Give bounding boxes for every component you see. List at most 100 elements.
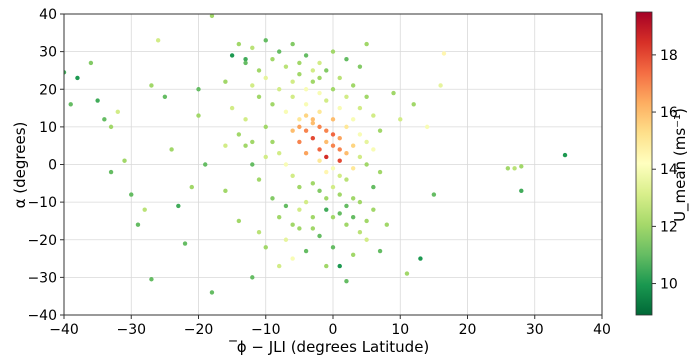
- scatter-point: [122, 158, 127, 163]
- scatter-point: [162, 94, 168, 99]
- scatter-point: [350, 214, 356, 220]
- scatter-point: [229, 105, 235, 111]
- scatter-point: [196, 113, 201, 118]
- scatter-point: [404, 271, 410, 276]
- scatter-point: [243, 143, 248, 148]
- scatter-point: [317, 109, 322, 115]
- y-axis-ticks: −40 −30 −20 −10 0 10 20 30 40: [27, 7, 64, 324]
- x-tick-label: −20: [184, 322, 214, 338]
- scatter-point: [344, 56, 349, 62]
- scatter-point: [330, 143, 336, 148]
- scatter-point: [357, 64, 363, 69]
- scatter-point: [324, 196, 329, 201]
- scatter-point: [297, 184, 302, 190]
- scatter-point: [303, 102, 309, 107]
- scatter-point: [330, 49, 336, 54]
- scatter-point: [303, 248, 309, 254]
- colorbar-ticks: 10 12 14 16 18: [652, 48, 678, 293]
- x-tick-label: −40: [49, 322, 79, 338]
- colorbar-tick-label: 12: [660, 219, 678, 235]
- scatter-point: [562, 152, 568, 158]
- scatter-point: [250, 162, 255, 167]
- scatter-point: [377, 248, 383, 254]
- colorbar-tick-label: 16: [660, 105, 678, 121]
- scatter-point: [290, 79, 295, 84]
- scatter-point: [344, 222, 349, 227]
- scatter-point: [310, 214, 316, 220]
- x-tick-label: −30: [116, 322, 146, 338]
- scatter-point: [270, 196, 275, 201]
- scatter-point: [337, 75, 342, 81]
- scatter-point: [310, 226, 316, 231]
- scatter-point: [324, 139, 329, 145]
- y-tick-label: −30: [27, 270, 57, 286]
- scatter-point: [68, 102, 73, 107]
- scatter-point: [344, 177, 349, 182]
- scatter-point: [297, 139, 302, 145]
- scatter-point: [290, 173, 295, 178]
- scatter-point: [263, 245, 268, 250]
- scatter-point: [256, 94, 262, 99]
- scatter-point: [344, 151, 349, 156]
- scatter-point: [223, 188, 228, 194]
- scatter-point: [317, 60, 322, 66]
- scatter-point: [310, 79, 316, 84]
- scatter-point: [277, 87, 282, 92]
- y-tick-label: −40: [27, 308, 57, 324]
- scatter-point: [431, 192, 437, 197]
- scatter-point: [344, 124, 349, 130]
- scatter-point: [263, 38, 268, 43]
- scatter-point: [317, 75, 322, 81]
- scatter-point: [169, 147, 174, 152]
- scatter-point: [256, 68, 262, 73]
- scatter-point: [297, 117, 302, 122]
- scatter-point: [297, 60, 302, 66]
- scatter-point: [270, 56, 275, 62]
- scatter-point: [64, 70, 67, 75]
- scatter-point: [330, 117, 336, 122]
- scatter-point: [337, 135, 342, 141]
- scatter-point: [324, 128, 329, 133]
- scatter-point: [243, 117, 248, 122]
- scatter-point: [398, 117, 403, 122]
- scatter-point: [102, 117, 107, 122]
- colorbar-tick-label: 10: [660, 277, 678, 293]
- scatter-point: [303, 151, 309, 156]
- scatter-point: [330, 132, 336, 137]
- x-tick-label: −10: [251, 322, 281, 338]
- scatter-point: [519, 188, 524, 194]
- scatter-point: [424, 124, 430, 130]
- scatter-point: [263, 124, 268, 130]
- scatter-point: [256, 177, 262, 182]
- scatter-point: [441, 51, 447, 56]
- scatter-point: [350, 196, 356, 201]
- scatter-point: [270, 102, 275, 107]
- scatter-point: [364, 162, 369, 167]
- scatter-point: [317, 147, 322, 152]
- scatter-point: [263, 75, 268, 81]
- colorbar-tick-label: 18: [660, 48, 678, 64]
- scatter-point: [88, 60, 94, 66]
- scatter-point: [283, 64, 289, 69]
- scatter-point: [391, 90, 396, 96]
- scatter-point: [223, 143, 228, 148]
- scatter-point: [310, 68, 316, 73]
- scatter-point: [115, 109, 121, 115]
- scatter-point: [337, 147, 342, 152]
- scatter-point: [330, 87, 336, 92]
- scatter-point: [364, 218, 369, 224]
- y-tick-label: 20: [39, 82, 57, 98]
- colorbar-tick-label: 14: [660, 162, 678, 178]
- y-tick-label: 40: [39, 7, 57, 23]
- scatter-point: [337, 173, 342, 178]
- scatter-point: [324, 207, 329, 212]
- scatter-point: [250, 275, 255, 280]
- scatter-point: [344, 278, 349, 284]
- scatter-point: [129, 192, 134, 197]
- scatter-point: [297, 72, 302, 77]
- scatter-point: [324, 169, 329, 175]
- scatter-point: [324, 98, 329, 103]
- scatter-point: [236, 132, 242, 137]
- scatter-point: [337, 192, 342, 197]
